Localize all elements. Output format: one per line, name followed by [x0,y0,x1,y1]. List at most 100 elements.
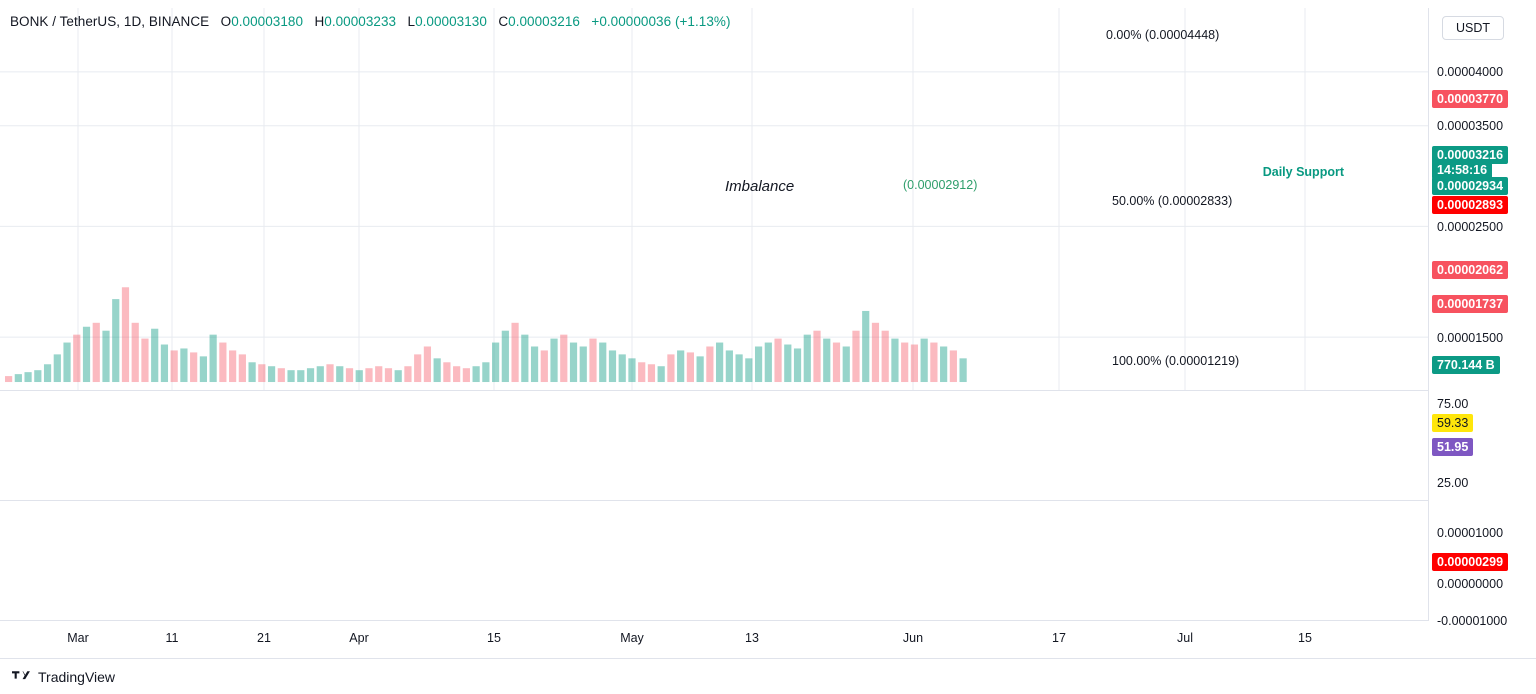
macd-pane[interactable] [0,501,1428,621]
volume-bar [394,370,402,383]
price-axis-tick: 0.00001000 [1437,526,1504,540]
volume-bar [472,366,480,383]
volume-bar [959,358,967,383]
volume-bar [618,354,626,383]
volume-bar [209,334,217,383]
currency-pill[interactable]: USDT [1442,16,1505,40]
volume-bar [375,366,383,383]
volume-bar [920,338,928,383]
volume-bar [102,330,110,383]
time-scale[interactable]: Mar 11 21 Apr 15 May 13 Jun 17 Jul 15 [0,621,1536,659]
time-axis-tick: 13 [745,631,759,645]
symbol-label[interactable]: BONK / TetherUS, 1D, BINANCE [10,14,210,29]
price-axis-badge[interactable]: 0.00001737 [1432,295,1509,313]
price-axis-badge[interactable]: 14:58:16 [1432,161,1493,179]
volume-bar [521,334,529,383]
volume-bar [871,322,880,383]
volume-bar [823,338,831,383]
imbalance-price-label: (0.00002912) [903,178,978,192]
volume-bar [131,322,139,383]
price-chart-svg [0,8,1428,390]
volume-bar [696,356,704,383]
volume-bar [569,342,578,383]
volume-bar [862,310,870,383]
price-scale[interactable]: USDT 0.00004000 0.00003500 0.00002500 0.000… [1428,8,1536,628]
volume-bar [199,356,207,383]
volume-bar [638,362,646,383]
volume-bar [258,364,266,383]
time-axis-tick: Mar [67,631,89,645]
price-axis-tick: 0.00001500 [1437,331,1504,345]
volume-bar [511,322,519,383]
volume-bar [735,354,743,383]
volume-bar [550,338,558,383]
volume-bar [579,346,587,383]
volume-bar [151,328,159,383]
volume-bar [121,287,130,383]
volume-bar [910,344,919,383]
volume-bar [793,348,802,383]
volume-bar [82,326,91,383]
rsi-pane[interactable] [0,391,1428,501]
high-label: H [314,14,325,29]
volume-bar [287,370,295,383]
daily-support-label: Daily Support [1262,165,1344,179]
volume-bar [355,370,363,383]
volume-bar [306,368,315,383]
price-axis-tick: 0.00003500 [1437,119,1504,133]
volume-bar [832,342,841,383]
volume-bar [716,342,724,383]
price-axis-badge[interactable]: 0.00002934 [1432,177,1509,195]
volume-bar [336,366,344,383]
volume-bar [141,338,149,383]
volume-bar [930,342,938,383]
volume-bar [160,344,169,383]
volume-bar [326,364,334,383]
volume-bar [881,330,889,383]
volume-bar [219,342,227,383]
price-axis-badge[interactable]: 0.00000299 [1432,553,1509,571]
price-axis-badge[interactable]: 0.00003216 [1432,146,1509,164]
time-axis-tick: Jun [902,631,924,645]
price-axis-badge[interactable]: 770.144 B [1432,356,1500,374]
time-axis-tick: 21 [257,631,271,645]
price-axis-badge[interactable]: 59.33 [1432,414,1474,432]
fib-level-0-label: 0.00% (0.00004448) [1106,28,1220,42]
price-axis-badge[interactable]: 51.95 [1432,438,1474,456]
volume-bar [404,366,412,383]
close-label: C [498,14,509,29]
volume-bar [112,299,120,383]
tradingview-logo-icon [12,671,30,680]
volume-bar [92,322,100,383]
volume-bar [725,350,733,383]
price-axis-badge[interactable]: 0.00002062 [1432,261,1509,279]
volume-bar [784,344,792,383]
volume-bar [24,372,32,383]
volume-bar [667,354,675,383]
volume-bar [599,342,607,383]
low-label: L [407,14,416,29]
open-value: 0.00003180 [231,14,304,29]
price-axis-tick: 0.00004000 [1437,65,1504,79]
volume-bar [73,334,81,383]
volume-bar [774,338,782,383]
rsi-chart-svg [0,391,1428,500]
volume-bar [63,342,71,383]
volume-bar [297,370,305,383]
volume-bar [248,362,256,383]
time-axis-tick: 11 [165,631,179,645]
volume-bar [492,342,500,383]
volume-bar [453,366,461,383]
price-pane[interactable] [0,8,1428,391]
volume-bar [277,368,285,383]
volume-bar [852,330,860,383]
price-axis-badge[interactable]: 0.00003770 [1432,90,1509,108]
volume-bar [813,330,821,383]
volume-bar [901,342,909,383]
volume-bar [745,358,753,383]
brand-name: TradingView [38,668,116,685]
volume-bar [433,358,441,383]
volume-bar [482,362,490,383]
chart-legend: BONK / TetherUS, 1D, BINANCE O0.00003180… [10,14,731,29]
price-axis-badge[interactable]: 0.00002893 [1432,196,1509,214]
